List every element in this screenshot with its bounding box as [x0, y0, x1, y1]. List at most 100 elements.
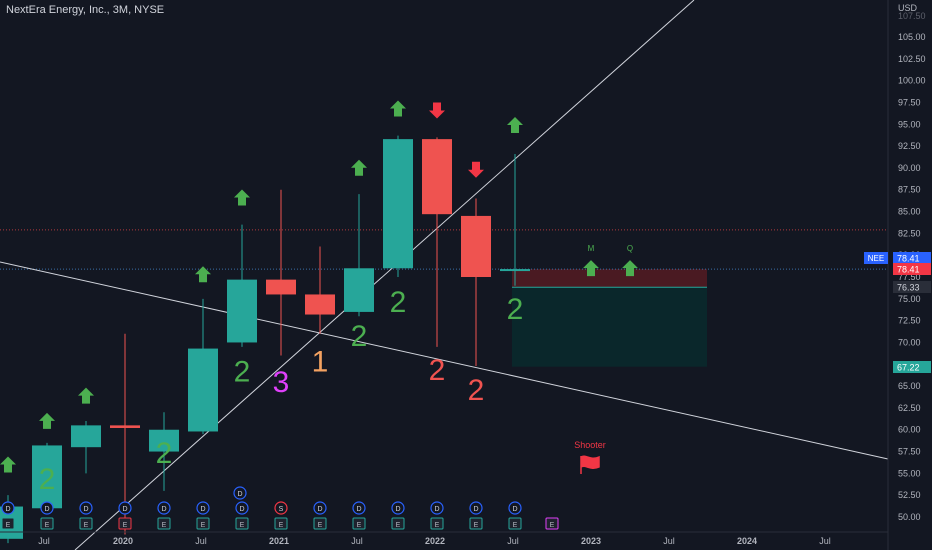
dividend-event: D: [352, 501, 366, 515]
y-tick-label: 72.50: [898, 316, 921, 326]
event-circle: [1, 501, 15, 515]
event-letter: D: [237, 491, 242, 498]
arrow-up-icon: [78, 387, 94, 404]
y-tick-label: 65.00: [898, 381, 921, 391]
earnings-event: E: [40, 517, 54, 530]
axis-top-label: 107.50: [898, 11, 926, 21]
candle: [227, 224, 257, 347]
event-box: [274, 517, 288, 530]
candle: [110, 333, 140, 535]
candle: [32, 442, 62, 513]
event-box: [469, 517, 483, 530]
arrow-down-icon: [429, 102, 445, 119]
event-letter: D: [473, 506, 478, 513]
earnings-event: E: [508, 517, 522, 530]
event-circle: [391, 501, 405, 515]
event-circle: [430, 501, 444, 515]
event-letter: E: [474, 522, 479, 529]
event-box: [157, 517, 171, 530]
event-letter: D: [239, 506, 244, 513]
y-tick-label: 95.00: [898, 119, 921, 129]
event-circle: [233, 486, 247, 500]
y-tick-label: 50.00: [898, 512, 921, 522]
y-tick-label: 52.50: [898, 490, 921, 500]
level-tag-2: 67.22: [897, 363, 920, 373]
setup-count: 2: [468, 374, 485, 407]
last-price-tag: 78.41: [897, 254, 920, 264]
event-letter: E: [550, 522, 555, 529]
event-circle: [235, 501, 249, 515]
candle-body: [344, 268, 374, 312]
y-tick-label: 57.50: [898, 447, 921, 457]
event-box: [430, 517, 444, 530]
shooter-label: Shooter: [574, 440, 606, 450]
dividend-event: D: [313, 501, 327, 515]
event-box: [235, 517, 249, 530]
y-tick-label: 60.00: [898, 425, 921, 435]
event-letter: D: [44, 506, 49, 513]
earnings-event-future: E: [545, 517, 559, 530]
last-price-tag-2-bg: [893, 263, 931, 275]
event-box: [196, 517, 210, 530]
axis-currency: USD: [898, 3, 918, 13]
x-tick-label: Jul: [507, 536, 519, 546]
earnings-event: E: [469, 517, 483, 530]
symbol-tag: NEE: [868, 254, 884, 263]
dividend-event: D: [469, 501, 483, 515]
earnings-event: E: [1, 517, 15, 530]
candle-body: [188, 348, 218, 432]
y-tick-label: 82.50: [898, 228, 921, 238]
candle-body: [149, 429, 179, 452]
y-tick-label: 87.50: [898, 185, 921, 195]
arrow-up-icon: [234, 189, 250, 206]
dividend-event: D: [40, 501, 54, 515]
x-tick-label: Jul: [663, 536, 675, 546]
candle-body: [32, 445, 62, 509]
last-price-tag-bg: [893, 252, 931, 264]
y-tick-label: 70.00: [898, 337, 921, 347]
event-circle: [313, 501, 327, 515]
event-box: [1, 517, 15, 530]
setup-count: 2: [507, 293, 524, 326]
q-label: Q: [627, 244, 633, 253]
event-letter: D: [434, 506, 439, 513]
earnings-event: E: [118, 517, 132, 530]
arrow-down-icon: [468, 161, 484, 178]
arrow-up-icon: [0, 456, 16, 473]
event-circle: [79, 501, 93, 515]
event-letter: E: [6, 522, 11, 529]
y-tick-label: 90.00: [898, 163, 921, 173]
event-box: [118, 517, 132, 530]
x-tick-label: Jul: [195, 536, 207, 546]
arrow-up-icon: [390, 100, 406, 117]
level-tag-1: 76.33: [897, 283, 920, 293]
candle-body: [227, 279, 257, 343]
dividend-event: D: [157, 501, 171, 515]
earnings-event: E: [235, 517, 249, 530]
dividend-event: D: [196, 501, 210, 515]
event-letter: E: [435, 522, 440, 529]
earnings-event: E: [352, 517, 366, 530]
event-letter: D: [200, 506, 205, 513]
level-tag-2-bg: [893, 361, 931, 373]
event-letter: E: [318, 522, 323, 529]
event-box: [508, 517, 522, 530]
candle-body: [266, 279, 296, 295]
chart-title: NextEra Energy, Inc., 3M, NYSE: [6, 4, 165, 16]
dividend-event: D: [118, 501, 132, 515]
setup-count: 2: [351, 320, 368, 353]
candle: [383, 135, 413, 278]
y-tick-label: 85.00: [898, 207, 921, 217]
arrow-up-icon: [622, 260, 638, 277]
y-tick-label: 92.50: [898, 141, 921, 151]
event-letter: D: [356, 506, 361, 513]
candle: [461, 198, 491, 367]
arrow-up-icon: [351, 159, 367, 176]
y-tick-label: 62.50: [898, 403, 921, 413]
dividend-event: S: [274, 501, 288, 515]
event-circle: [40, 501, 54, 515]
event-letter: D: [317, 506, 322, 513]
dividend-event: D: [391, 501, 405, 515]
event-circle: [196, 501, 210, 515]
